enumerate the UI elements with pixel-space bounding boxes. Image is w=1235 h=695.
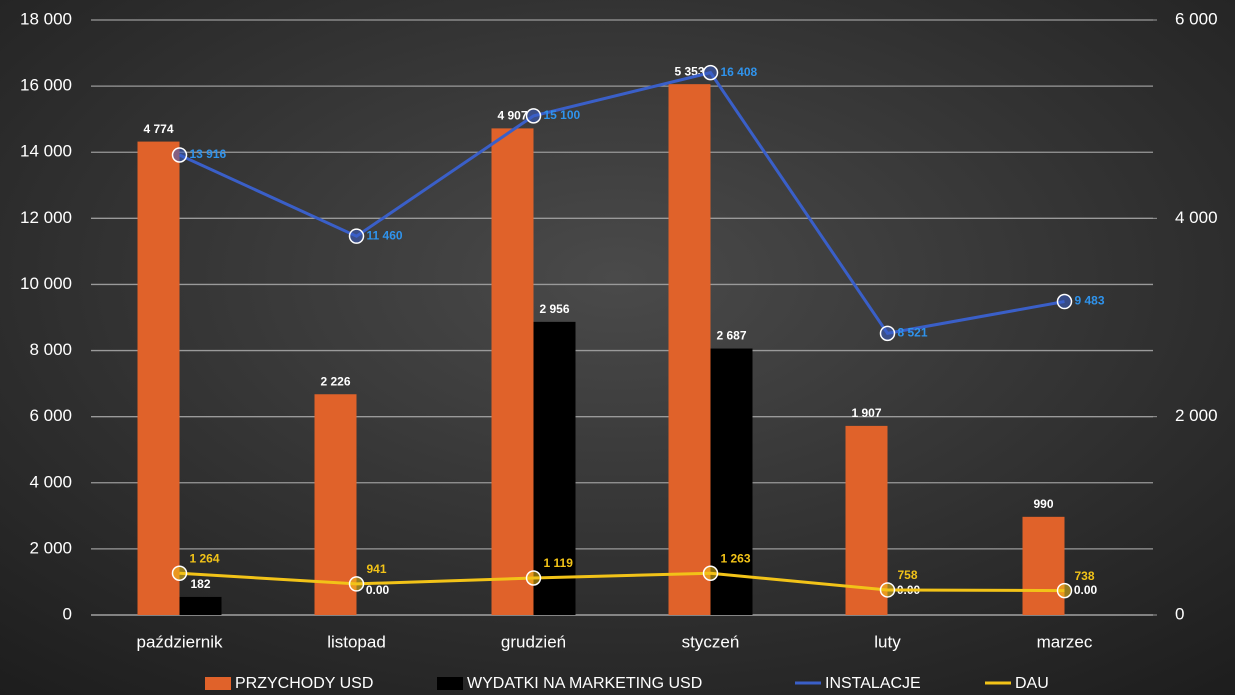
- bar-value-label: 0.00: [366, 583, 390, 597]
- y-tick-label: 10 000: [20, 274, 72, 293]
- legend-label: WYDATKI NA MARKETING USD: [467, 675, 702, 692]
- line-value-label: 738: [1075, 569, 1095, 583]
- y2-tick-label: 2 000: [1175, 406, 1218, 425]
- line-marker: [881, 326, 895, 340]
- bar-value-label: 182: [190, 577, 210, 591]
- line-marker: [527, 109, 541, 123]
- x-tick-label: listopad: [327, 632, 386, 651]
- bar-value-label: 2 956: [539, 302, 569, 316]
- line-value-label: 1 119: [544, 556, 574, 570]
- bar-value-label: 1 907: [851, 406, 881, 420]
- line-marker: [704, 66, 718, 80]
- line-value-label: 1 263: [721, 551, 751, 565]
- line-marker: [704, 566, 718, 580]
- y2-tick-label: 4 000: [1175, 208, 1218, 227]
- y-tick-label: 4 000: [29, 472, 72, 491]
- line-marker: [350, 577, 364, 591]
- y-tick-label: 0: [63, 604, 72, 623]
- legend-label: DAU: [1015, 675, 1049, 692]
- bar-value-label: 0.00: [1074, 583, 1098, 597]
- line-marker: [527, 571, 541, 585]
- line-marker: [350, 229, 364, 243]
- x-tick-label: grudzień: [501, 632, 566, 651]
- y-tick-label: 2 000: [29, 538, 72, 557]
- line-value-label: 758: [898, 568, 918, 582]
- bar: [492, 128, 534, 615]
- line-value-label: 9 483: [1075, 294, 1105, 308]
- x-tick-label: luty: [874, 632, 901, 651]
- x-tick-label: marzec: [1037, 632, 1093, 651]
- bar-value-label: 4 774: [143, 122, 173, 136]
- y-tick-label: 6 000: [29, 406, 72, 425]
- line-value-label: 16 408: [721, 65, 758, 79]
- bar-value-label: 2 687: [716, 329, 746, 343]
- y2-tick-label: 0: [1175, 604, 1184, 623]
- y-tick-label: 16 000: [20, 76, 72, 95]
- bar: [1023, 517, 1065, 615]
- bar: [534, 322, 576, 615]
- chart: 0 2 000 4 000 6 000 8 000 10 000 12 000 14 000 1…: [0, 0, 1235, 695]
- line-value-label: 8 521: [898, 326, 928, 340]
- line-marker: [881, 583, 895, 597]
- line-value-label: 13 916: [190, 147, 227, 161]
- y-tick-label: 12 000: [20, 208, 72, 227]
- y-tick-label: 18 000: [20, 9, 72, 28]
- legend-label: INSTALACJE: [825, 675, 921, 692]
- line-marker: [173, 148, 187, 162]
- x-tick-label: październik: [137, 632, 223, 651]
- legend-swatch: [205, 677, 231, 690]
- line-value-label: 1 264: [190, 551, 220, 565]
- bar-value-label: 2 226: [320, 374, 350, 388]
- legend-swatch: [437, 677, 463, 690]
- line-value-label: 941: [367, 562, 387, 576]
- bar: [180, 597, 222, 615]
- bar-value-label: 4 907: [497, 109, 527, 123]
- line-value-label: 15 100: [544, 108, 581, 122]
- line-marker: [173, 566, 187, 580]
- bar: [138, 142, 180, 615]
- y2-tick-label: 6 000: [1175, 9, 1218, 28]
- line-marker: [1058, 295, 1072, 309]
- legend-label: PRZYCHODY USD: [235, 675, 373, 692]
- y-tick-label: 8 000: [29, 340, 72, 359]
- y-tick-label: 14 000: [20, 142, 72, 161]
- x-tick-label: styczeń: [682, 632, 740, 651]
- line-value-label: 11 460: [367, 228, 403, 242]
- line-marker: [1058, 584, 1072, 598]
- bar: [669, 84, 711, 615]
- bar-value-label: 990: [1033, 497, 1053, 511]
